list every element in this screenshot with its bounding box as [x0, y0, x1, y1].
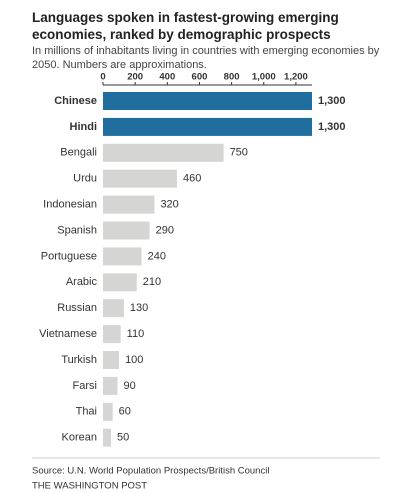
category-label: Russian: [57, 302, 97, 314]
value-label: 100: [125, 354, 143, 366]
bar: [103, 273, 137, 292]
value-label: 60: [119, 406, 131, 418]
category-label: Bengali: [60, 147, 97, 159]
category-label: Chinese: [54, 95, 97, 107]
category-label: Farsi: [73, 380, 97, 392]
bar: [103, 117, 312, 136]
chart-subtitle: In millions of inhabitants living in cou…: [32, 45, 380, 71]
value-label: 50: [117, 432, 129, 444]
x-tick-label: 0: [100, 72, 105, 83]
value-label: 320: [160, 199, 178, 211]
category-label: Spanish: [57, 224, 97, 236]
bar: [103, 402, 113, 421]
source: Source: U.N. World Population Prospects/…: [32, 466, 269, 477]
bar: [103, 195, 155, 214]
bar: [103, 169, 177, 188]
category-label: Portuguese: [41, 250, 97, 262]
value-label: 240: [148, 250, 166, 262]
category-label: Indonesian: [43, 199, 97, 211]
bar: [103, 92, 312, 110]
x-tick-label: 800: [224, 72, 240, 83]
value-label: 1,300: [318, 121, 346, 133]
x-tick-label: 200: [127, 72, 143, 83]
chart-title: Languages spoken in fastest-growing emer…: [32, 10, 339, 42]
bar: [103, 351, 120, 369]
x-tick-label: 1,200: [284, 72, 308, 83]
value-label: 110: [127, 328, 145, 340]
category-label: Hindi: [70, 121, 98, 133]
bar: [103, 221, 150, 240]
bar: [103, 247, 142, 266]
value-label: 1,300: [318, 95, 346, 107]
x-tick-label: 600: [192, 72, 208, 83]
bar: [103, 143, 224, 162]
bar: [103, 299, 124, 318]
credit: THE WASHINGTON POST: [32, 481, 147, 492]
category-label: Thai: [76, 406, 97, 418]
value-label: 210: [143, 276, 161, 288]
value-label: 460: [183, 173, 201, 185]
x-tick-label: 400: [159, 72, 175, 83]
category-label: Urdu: [73, 173, 97, 185]
bar: [103, 376, 118, 395]
value-label: 290: [156, 224, 174, 236]
value-label: 90: [123, 380, 135, 392]
bar: [103, 428, 112, 447]
value-label: 130: [130, 302, 148, 314]
category-label: Korean: [62, 432, 97, 444]
category-label: Arabic: [66, 276, 98, 288]
category-label: Turkish: [61, 354, 97, 366]
bar: [103, 325, 121, 344]
category-label: Vietnamese: [39, 328, 97, 340]
x-tick-label: 1,000: [252, 72, 276, 83]
value-label: 750: [230, 147, 248, 159]
